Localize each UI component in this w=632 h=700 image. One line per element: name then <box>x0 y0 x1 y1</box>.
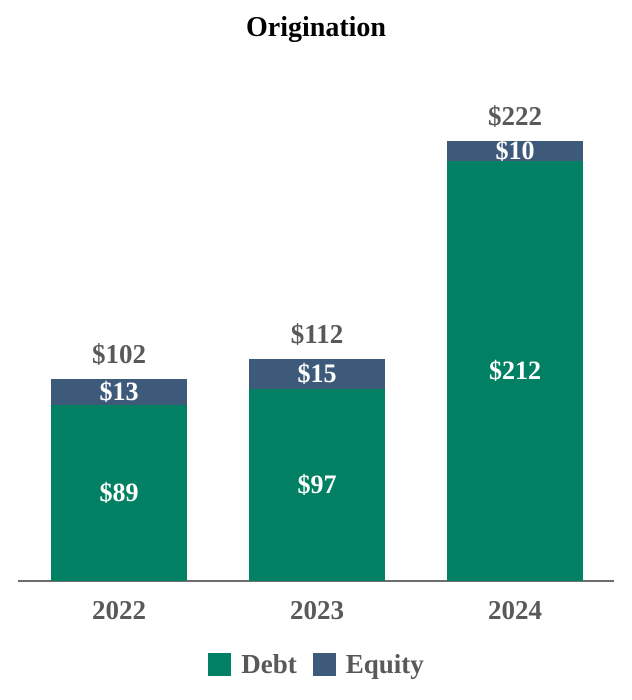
chart-title: Origination <box>245 12 386 43</box>
bar-segment-equity-2024: $10 <box>447 135 583 165</box>
segment-value-label: $15 <box>297 358 337 388</box>
legend-swatch-equity <box>312 653 336 676</box>
bar-segment-equity-2022: $13 <box>51 376 187 406</box>
x-tick-label-2022: 2022 <box>92 595 146 625</box>
legend: Debt Equity <box>0 651 632 678</box>
bar-total-label-2024: $222 <box>488 100 542 131</box>
x-axis-line <box>18 580 614 582</box>
legend-item-debt: Debt <box>208 651 297 678</box>
segment-value-label: $89 <box>99 477 139 507</box>
bar-segment-equity-2023: $15 <box>249 359 385 389</box>
x-tick-label-2024: 2024 <box>488 595 542 625</box>
bar-total-label-2022: $102 <box>92 338 146 369</box>
bar-segment-debt-2024: $212 <box>447 160 583 581</box>
legend-label: Debt <box>241 649 297 679</box>
legend-swatch-debt <box>208 653 232 676</box>
x-tick-label-2023: 2023 <box>290 595 344 625</box>
legend-item-equity: Equity <box>312 649 424 679</box>
segment-value-label: $212 <box>489 355 541 385</box>
segment-value-label: $97 <box>297 469 337 499</box>
segment-value-label: $13 <box>99 376 139 406</box>
bar-segment-debt-2022: $89 <box>51 404 187 581</box>
segment-value-label: $10 <box>495 135 535 165</box>
legend-label: Equity <box>345 649 424 679</box>
bar-total-label-2023: $112 <box>290 319 344 350</box>
bar-segment-debt-2023: $97 <box>249 388 385 581</box>
